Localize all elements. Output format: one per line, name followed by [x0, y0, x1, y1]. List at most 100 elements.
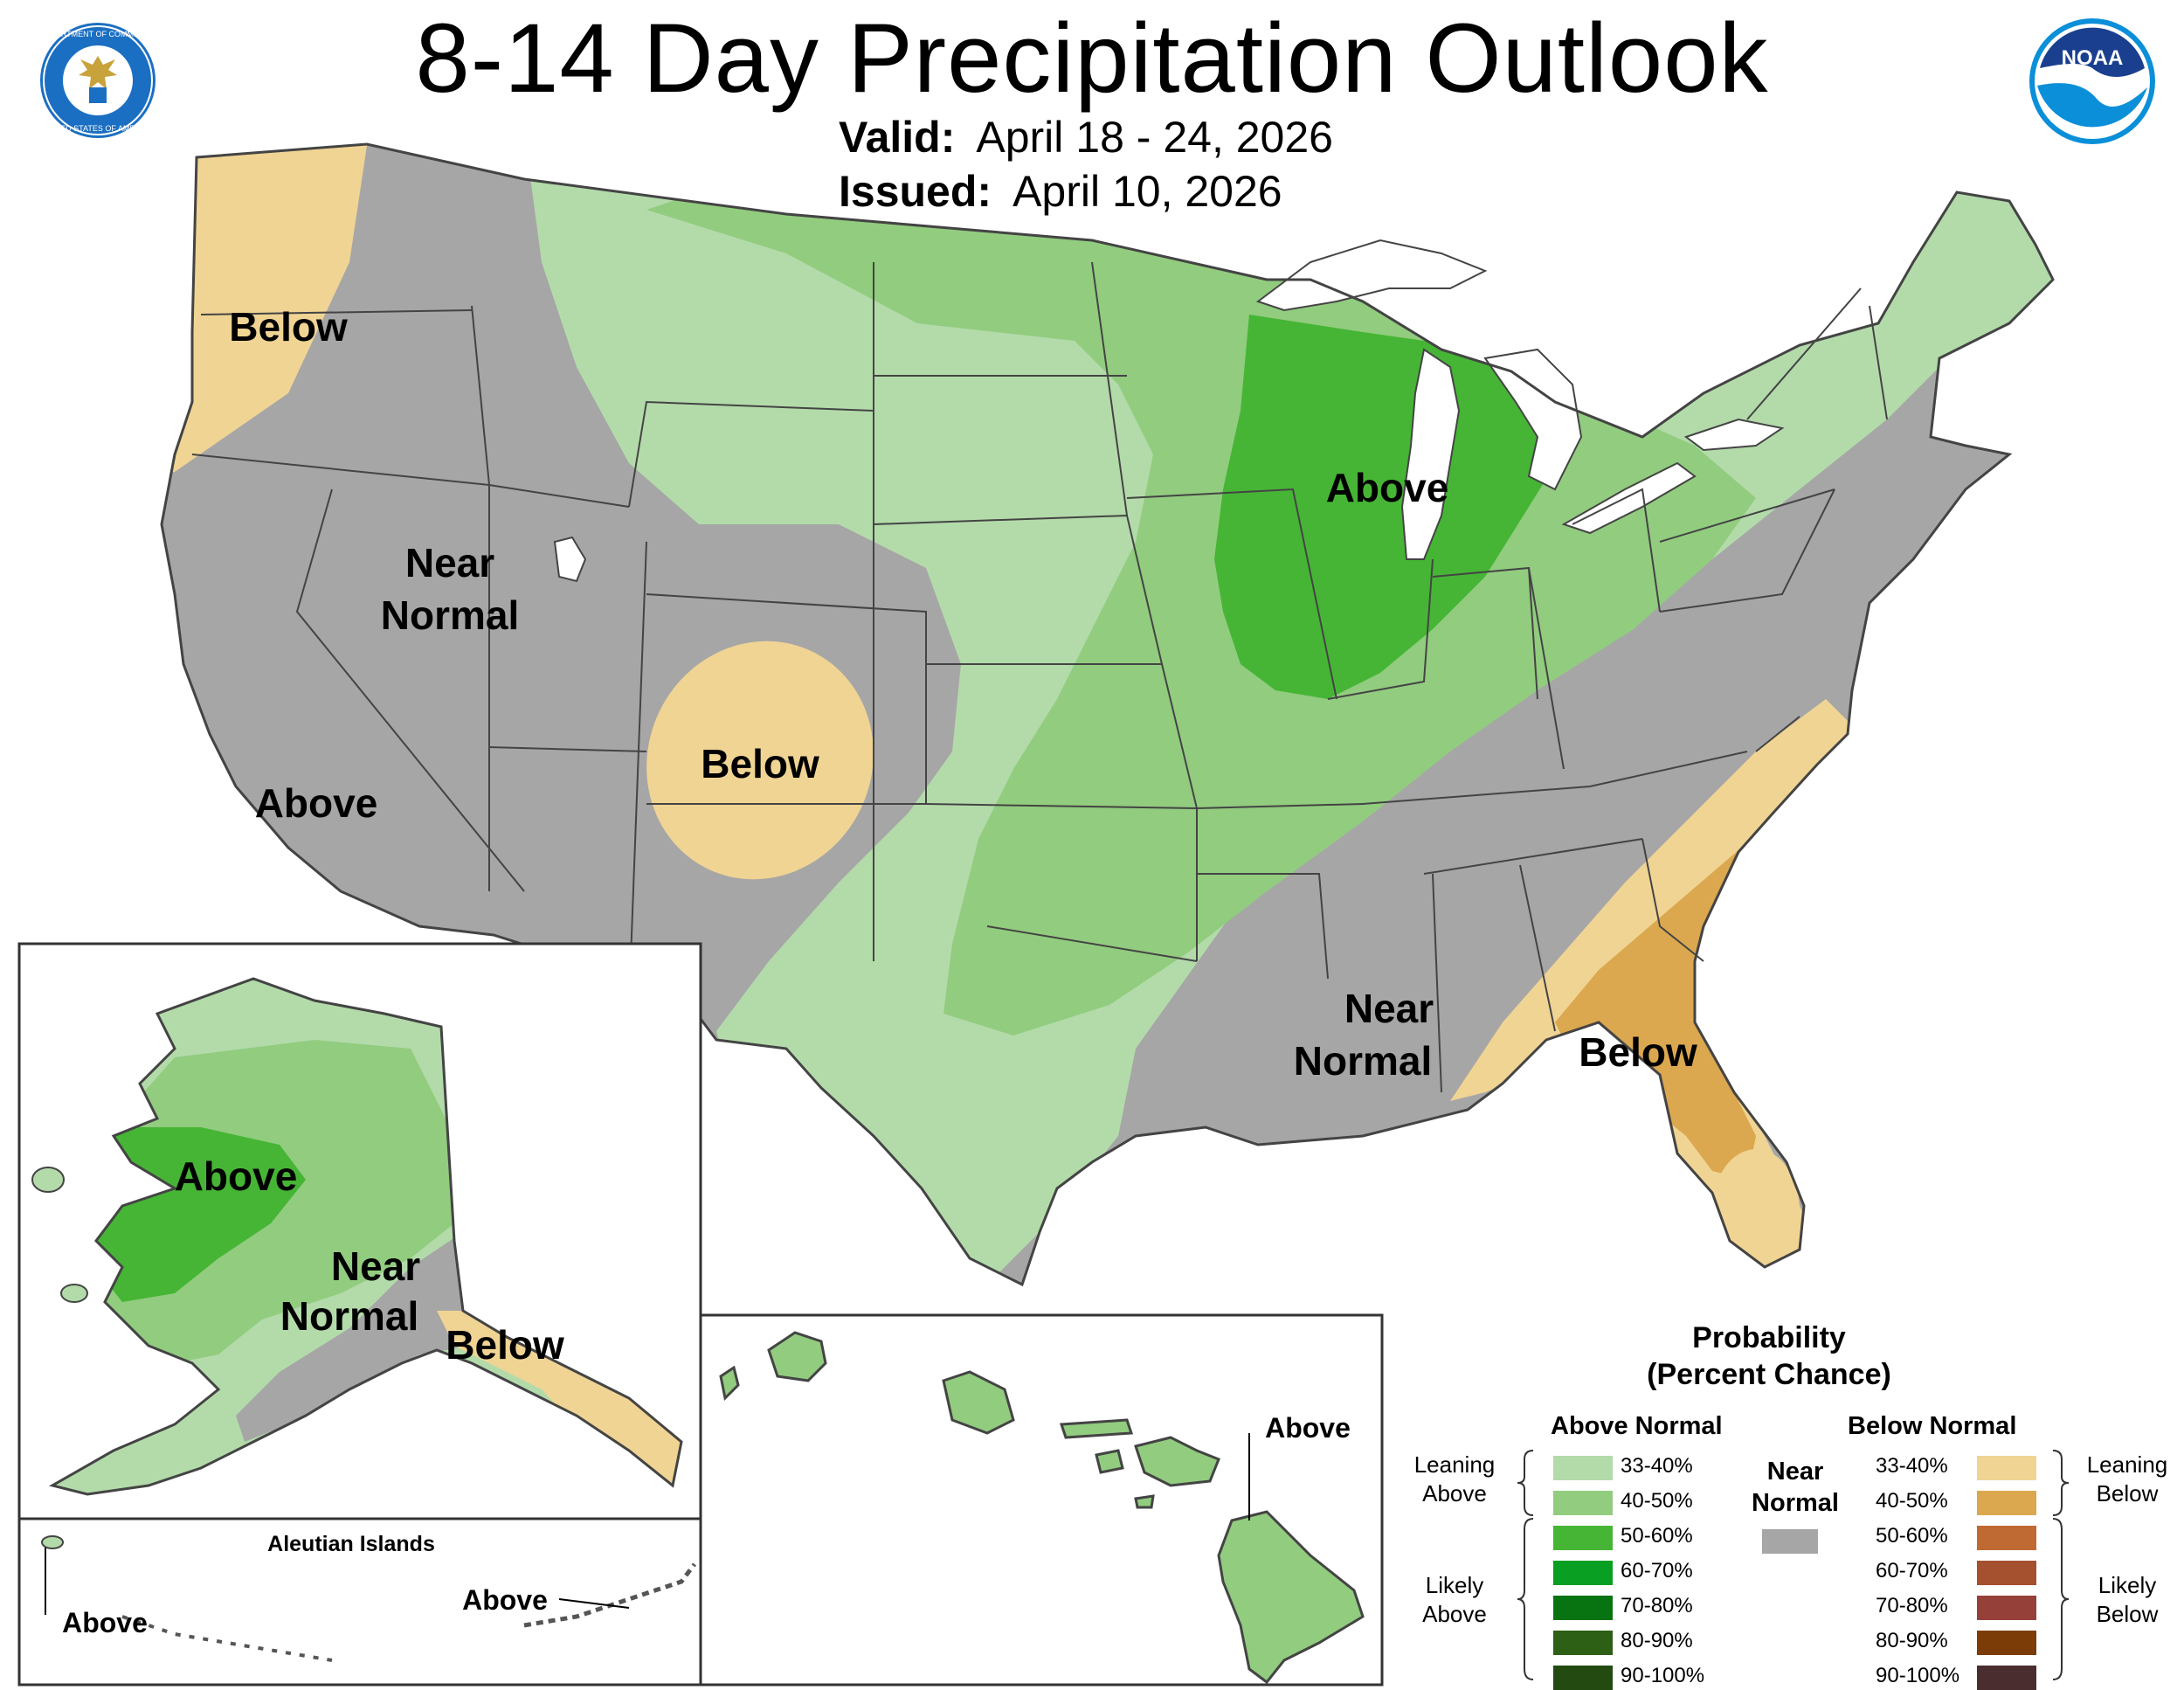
label-aleutian-above-west: Above [62, 1607, 148, 1638]
island-hawaii [1217, 1510, 1365, 1685]
issued-value: April 10, 2026 [1013, 167, 1282, 216]
aleutian-inset: Aleutian Islands Above Above [17, 1517, 702, 1687]
legend-below-swatch [1977, 1456, 2036, 1480]
valid-label: Valid: [839, 113, 956, 162]
island-niihau [719, 1365, 740, 1402]
legend-below-label: 90-100% [1876, 1664, 1960, 1687]
legend-likely-below-1: Likely [2098, 1572, 2157, 1598]
legend-above-swatch [1553, 1456, 1613, 1480]
legend-leaning-above-1: Leaning [1413, 1451, 1496, 1478]
legend-below-swatch [1977, 1561, 2036, 1585]
legend-above-label: 90-100% [1621, 1664, 1705, 1687]
noaa-text: NOAA [2062, 46, 2124, 70]
label-west-near-1: Near [405, 540, 494, 585]
label-nw-below: Below [229, 304, 348, 350]
legend-leaning-above-2: Above [1422, 1480, 1487, 1506]
probability-legend: Probability (Percent Chance) Above Norma… [1402, 1319, 2184, 1690]
island-maui [1134, 1436, 1220, 1487]
legend-likely-above: Likely Above [1402, 1571, 1507, 1629]
state-borders [191, 261, 1888, 1093]
label-se-near-1: Near [1344, 986, 1434, 1031]
legend-above-label: 33-40% [1621, 1454, 1693, 1478]
zone-colorado-below [646, 641, 874, 880]
legend-above-heading: Above Normal [1551, 1412, 1723, 1440]
lake-superior [1255, 239, 1488, 312]
hawaii-inset: Above [699, 1313, 1384, 1687]
legend-near-heading-1: Near [1766, 1458, 1824, 1486]
great-salt-lake [553, 536, 587, 583]
legend-above-swatch [1553, 1666, 1613, 1690]
legend-likely-above-2: Above [1422, 1601, 1487, 1627]
department-of-commerce-seal-icon: DEPARTMENT OF COMMERCE UNITED STATES OF … [40, 23, 156, 138]
legend-below-label: 70-80% [1876, 1594, 1948, 1617]
legend-leaning-below: Leaning Below [2075, 1451, 2180, 1508]
island-oahu [942, 1370, 1015, 1435]
label-ak-below: Below [446, 1322, 564, 1368]
legend-leaning-above: Leaning Above [1402, 1451, 1507, 1508]
label-se-below: Below [1579, 1029, 1697, 1075]
great-lakes [553, 239, 1785, 583]
island-kauai [767, 1331, 827, 1382]
legend-near-normal-swatch [1762, 1529, 1818, 1554]
legend-below-swatch [1977, 1526, 2036, 1550]
zone-fl-tip-below [1712, 1149, 1800, 1271]
legend-title-2: (Percent Chance) [1647, 1358, 1891, 1391]
lake-michigan [1400, 348, 1461, 560]
legend-likely-below: Likely Below [2075, 1571, 2180, 1629]
legend-above-swatch [1553, 1561, 1613, 1585]
legend-below-label: 40-50% [1876, 1489, 1948, 1513]
label-aleutian-above-east: Above [462, 1584, 548, 1616]
ak-zone-near-normal [236, 1232, 472, 1442]
legend-brackets [1517, 1450, 2070, 1680]
legend-below-label: 33-40% [1876, 1454, 1948, 1478]
legend-near-heading-2: Normal [1752, 1489, 1839, 1517]
legend-above-swatch [1553, 1526, 1613, 1550]
label-ak-above: Above [175, 1153, 298, 1199]
island-lanai [1095, 1449, 1124, 1474]
legend-above-label: 70-80% [1621, 1594, 1693, 1617]
conus-labels: Below Near Normal Below Above Above Near… [229, 304, 1697, 1084]
legend-below-swatch [1977, 1666, 2036, 1690]
legend-below-heading: Below Normal [1848, 1412, 2017, 1440]
legend-above-label: 40-50% [1621, 1489, 1693, 1513]
legend-above-label: 50-60% [1621, 1524, 1693, 1548]
legend-title-1: Probability [1692, 1321, 1846, 1354]
issued-label: Issued: [839, 167, 992, 216]
issued-date: Issued: April 10, 2026 [839, 166, 1282, 217]
label-co-below: Below [701, 741, 819, 786]
label-mw-above: Above [1326, 465, 1449, 510]
alaska-inset: Above Near Normal Below [17, 942, 702, 1520]
seal-bottom-text: UNITED STATES OF AMERICA [42, 124, 154, 133]
zone-above-50-60 [1214, 315, 1572, 699]
legend-leaning-below-2: Below [2096, 1480, 2159, 1506]
legend-likely-above-1: Likely [1425, 1572, 1484, 1598]
lake-ontario [1683, 418, 1785, 452]
label-ca-above: Above [255, 780, 378, 826]
lake-huron [1483, 348, 1583, 491]
legend-above-label: 60-70% [1621, 1559, 1693, 1583]
island-molokai [1059, 1418, 1134, 1439]
seal-top-text: DEPARTMENT OF COMMERCE [40, 30, 156, 38]
legend-leaning-below-1: Leaning [2086, 1451, 2168, 1478]
island-kahoolawe [1134, 1494, 1155, 1509]
legend-likely-below-2: Below [2096, 1601, 2159, 1627]
legend-above-label: 80-90% [1621, 1629, 1693, 1652]
legend-below-label: 60-70% [1876, 1559, 1948, 1583]
valid-dates: Valid: April 18 - 24, 2026 [839, 112, 1333, 163]
label-west-near-2: Normal [381, 592, 519, 638]
aleutian-title: Aleutian Islands [267, 1532, 435, 1556]
legend-below-swatch [1977, 1596, 2036, 1620]
legend-below-label: 50-60% [1876, 1524, 1948, 1548]
map-title: 8-14 Day Precipitation Outlook [415, 3, 1769, 113]
lake-erie [1561, 461, 1697, 535]
label-ak-near-1: Near [331, 1243, 420, 1289]
label-hawaii-above: Above [1265, 1412, 1351, 1444]
legend-below-swatch [1977, 1631, 2036, 1655]
legend-below-swatch [1977, 1491, 2036, 1515]
legend-above-swatch [1553, 1491, 1613, 1515]
label-se-near-2: Normal [1294, 1038, 1432, 1084]
legend-below-label: 80-90% [1876, 1629, 1948, 1652]
legend-above-swatch [1553, 1631, 1613, 1655]
valid-value: April 18 - 24, 2026 [976, 113, 1333, 162]
